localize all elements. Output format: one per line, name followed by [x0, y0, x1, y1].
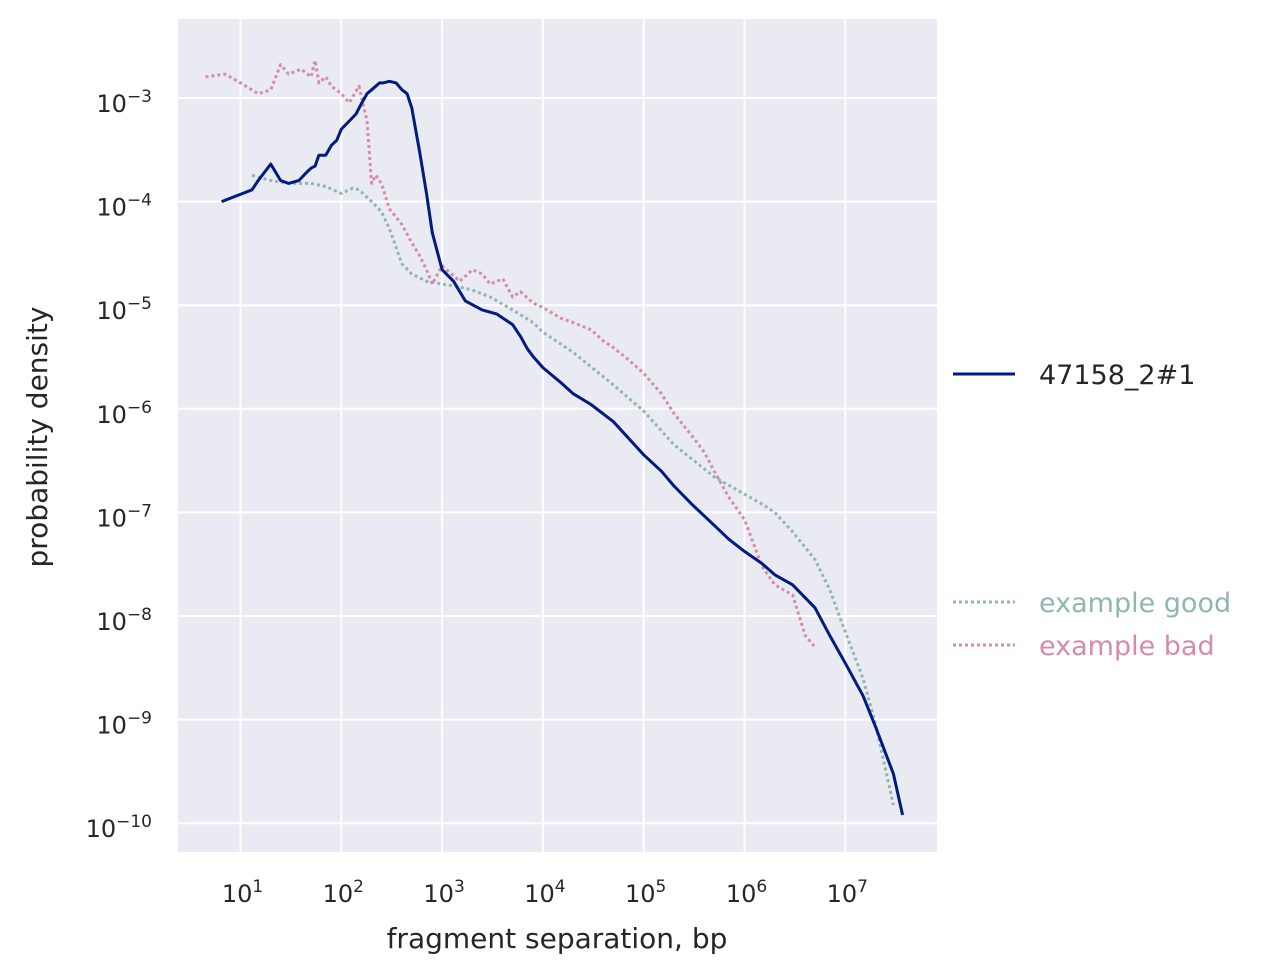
x-tick-label-0: 101	[222, 877, 263, 908]
y-tick-label-7: 10−10	[86, 812, 152, 843]
series-line-47158-2-1	[221, 79, 905, 816]
legend-label-0: 47158_2#1	[1039, 360, 1195, 391]
x-tick-label-5: 106	[726, 877, 767, 908]
y-tick-label-6: 10−9	[96, 709, 152, 740]
series-line-example-bad	[205, 59, 817, 649]
y-axis-label: probability density	[21, 307, 54, 568]
y-tick-label-4: 10−7	[96, 501, 152, 532]
y-tick-label-0: 10−3	[96, 87, 152, 118]
x-tick-label-4: 105	[625, 877, 666, 908]
y-tick-label-2: 10−5	[96, 294, 152, 325]
x-tick-label-1: 102	[323, 877, 364, 908]
y-tick-label-5: 10−8	[96, 605, 152, 636]
x-tick-label-6: 107	[827, 877, 868, 908]
legend-label-2: example bad	[1039, 631, 1215, 662]
legend-label-1: example good	[1039, 588, 1231, 619]
series-layer	[205, 59, 905, 816]
x-axis-ticks: 101 102 103 104 105 106 107	[222, 877, 868, 908]
y-tick-label-1: 10−4	[96, 191, 152, 222]
x-tick-label-2: 103	[423, 877, 464, 908]
x-axis-label: fragment separation, bp	[387, 922, 728, 955]
grid	[178, 19, 937, 852]
x-tick-label-3: 104	[524, 877, 565, 908]
y-axis-ticks: 10−3 10−4 10−5 10−6 10−7 10−8 10−9 10−10	[86, 87, 152, 843]
y-tick-label-3: 10−6	[96, 398, 152, 429]
plot-background	[178, 19, 937, 852]
series-line-example-good	[251, 173, 895, 806]
